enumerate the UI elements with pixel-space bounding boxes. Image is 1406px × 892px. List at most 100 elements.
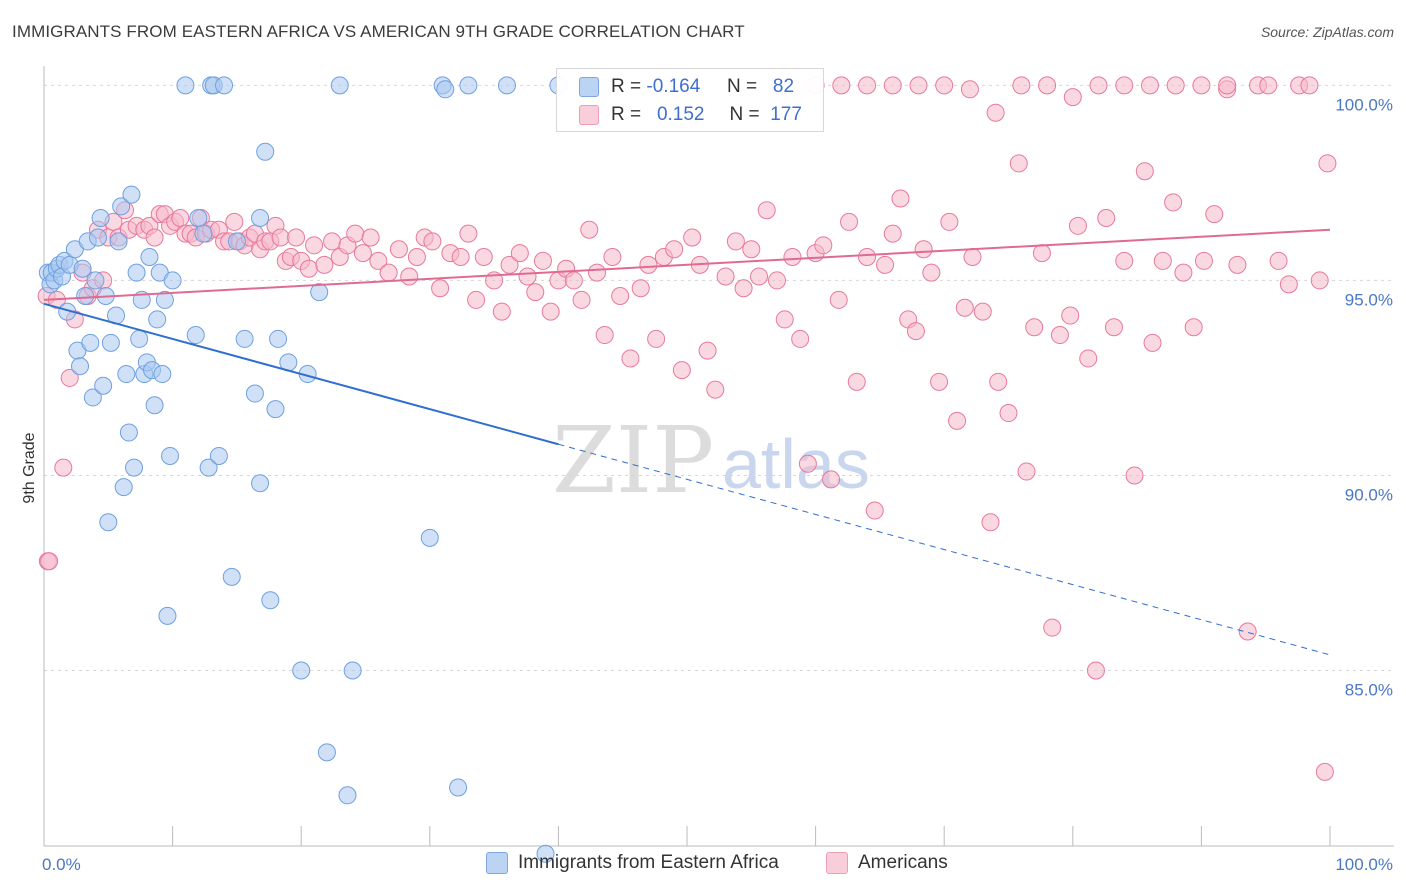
americans-point [1032, 244, 1051, 263]
americans-point [564, 271, 583, 290]
immigrants-point [436, 80, 455, 99]
pink-swatch [579, 105, 599, 125]
americans-point [768, 271, 787, 290]
americans-point [346, 224, 365, 243]
immigrants-point [86, 271, 105, 290]
immigrants-point [338, 786, 357, 805]
americans-point [935, 76, 954, 95]
immigrants-point [235, 329, 254, 348]
immigrants-point [269, 329, 288, 348]
immigrants-point [261, 591, 280, 610]
americans-point [1025, 318, 1044, 337]
americans-point [225, 212, 244, 231]
americans-point [840, 212, 859, 231]
r-label: R = [611, 76, 642, 97]
immigrants-point [459, 76, 478, 95]
immigrants-point [186, 326, 205, 345]
americans-point [922, 263, 941, 282]
americans-point [1038, 76, 1057, 95]
americans-point [672, 361, 691, 380]
y-tick-label: 90.0% [1345, 485, 1393, 504]
stats-row-blue: R = -0.164 N = 82 [557, 73, 794, 101]
americans-point [1017, 462, 1036, 481]
americans-point [960, 80, 979, 99]
immigrants-point [245, 384, 264, 403]
stats-box: R = -0.164 N = 82 R = 0.152 N = 177 [556, 68, 824, 132]
americans-point [271, 228, 290, 247]
americans-point [1143, 333, 1162, 352]
americans-point [1194, 251, 1213, 270]
americans-point [389, 240, 408, 259]
legend-label-americans: Americans [858, 852, 948, 873]
americans-point [1315, 762, 1334, 781]
americans-point [1089, 76, 1108, 95]
americans-point [431, 279, 450, 298]
legend-item-immigrants[interactable]: Immigrants from Eastern Africa [486, 852, 779, 874]
immigrants-point [251, 474, 270, 493]
americans-point [1205, 205, 1224, 224]
americans-point [1164, 193, 1183, 212]
americans-point [1104, 318, 1123, 337]
americans-point [1228, 255, 1247, 274]
legend-swatch-blue [486, 852, 508, 874]
immigrants-point [73, 259, 92, 278]
y-tick-label: 85.0% [1345, 680, 1393, 699]
americans-point [891, 189, 910, 208]
legend-swatch-pink [826, 852, 848, 874]
trend-lines [43, 228, 1331, 656]
americans-point [999, 404, 1018, 423]
americans-point [883, 76, 902, 95]
americans-point [474, 248, 493, 267]
americans-point [1063, 88, 1082, 107]
watermark-zip: ZIP [552, 407, 714, 514]
watermark-atlas: atlas [722, 425, 870, 503]
immigrants-point [536, 844, 555, 863]
immigrants-point [119, 423, 138, 442]
americans-point [791, 329, 810, 348]
americans-point [145, 228, 164, 247]
americans-point [742, 240, 761, 259]
americans-point [518, 267, 537, 286]
americans-point [750, 267, 769, 286]
americans-point [1153, 251, 1172, 270]
americans-point [40, 552, 59, 571]
americans-point [1115, 251, 1134, 270]
americans-point [973, 302, 992, 321]
series-immigrants-eastern-africa [38, 76, 568, 863]
immigrants-point [163, 271, 182, 290]
americans-point [323, 232, 342, 251]
immigrants-point [161, 446, 180, 465]
immigrants-point [176, 76, 195, 95]
legend-item-americans[interactable]: Americans [826, 852, 948, 874]
americans-point [353, 244, 372, 263]
immigrants-point [71, 357, 90, 376]
immigrants-point [122, 185, 141, 204]
americans-point [1061, 306, 1080, 325]
immigrants-point [109, 232, 128, 251]
americans-point [981, 513, 1000, 532]
americans-point [1068, 216, 1087, 235]
y-tick-label: 100.0% [1335, 95, 1393, 114]
americans-point [847, 372, 866, 391]
americans-point [909, 76, 928, 95]
immigrants-point [497, 76, 516, 95]
americans-point [379, 263, 398, 282]
immigrants-point [101, 333, 120, 352]
americans-point [986, 103, 1005, 122]
y-tick-label: 95.0% [1345, 290, 1393, 309]
immigrants-point [153, 365, 172, 384]
immigrants-point [222, 567, 241, 586]
americans-point [783, 248, 802, 267]
x-tick-labels: 0.0% 100.0% [42, 855, 1393, 874]
americans-point [1279, 275, 1298, 294]
americans-point [1192, 76, 1211, 95]
americans-point [1043, 618, 1062, 637]
immigrants-point [148, 310, 167, 329]
n-value-pink: 177 [770, 104, 802, 125]
americans-point [423, 232, 442, 251]
americans-point [533, 251, 552, 270]
americans-point [451, 248, 470, 267]
americans-point [1218, 76, 1237, 95]
immigrants-point [114, 478, 133, 497]
